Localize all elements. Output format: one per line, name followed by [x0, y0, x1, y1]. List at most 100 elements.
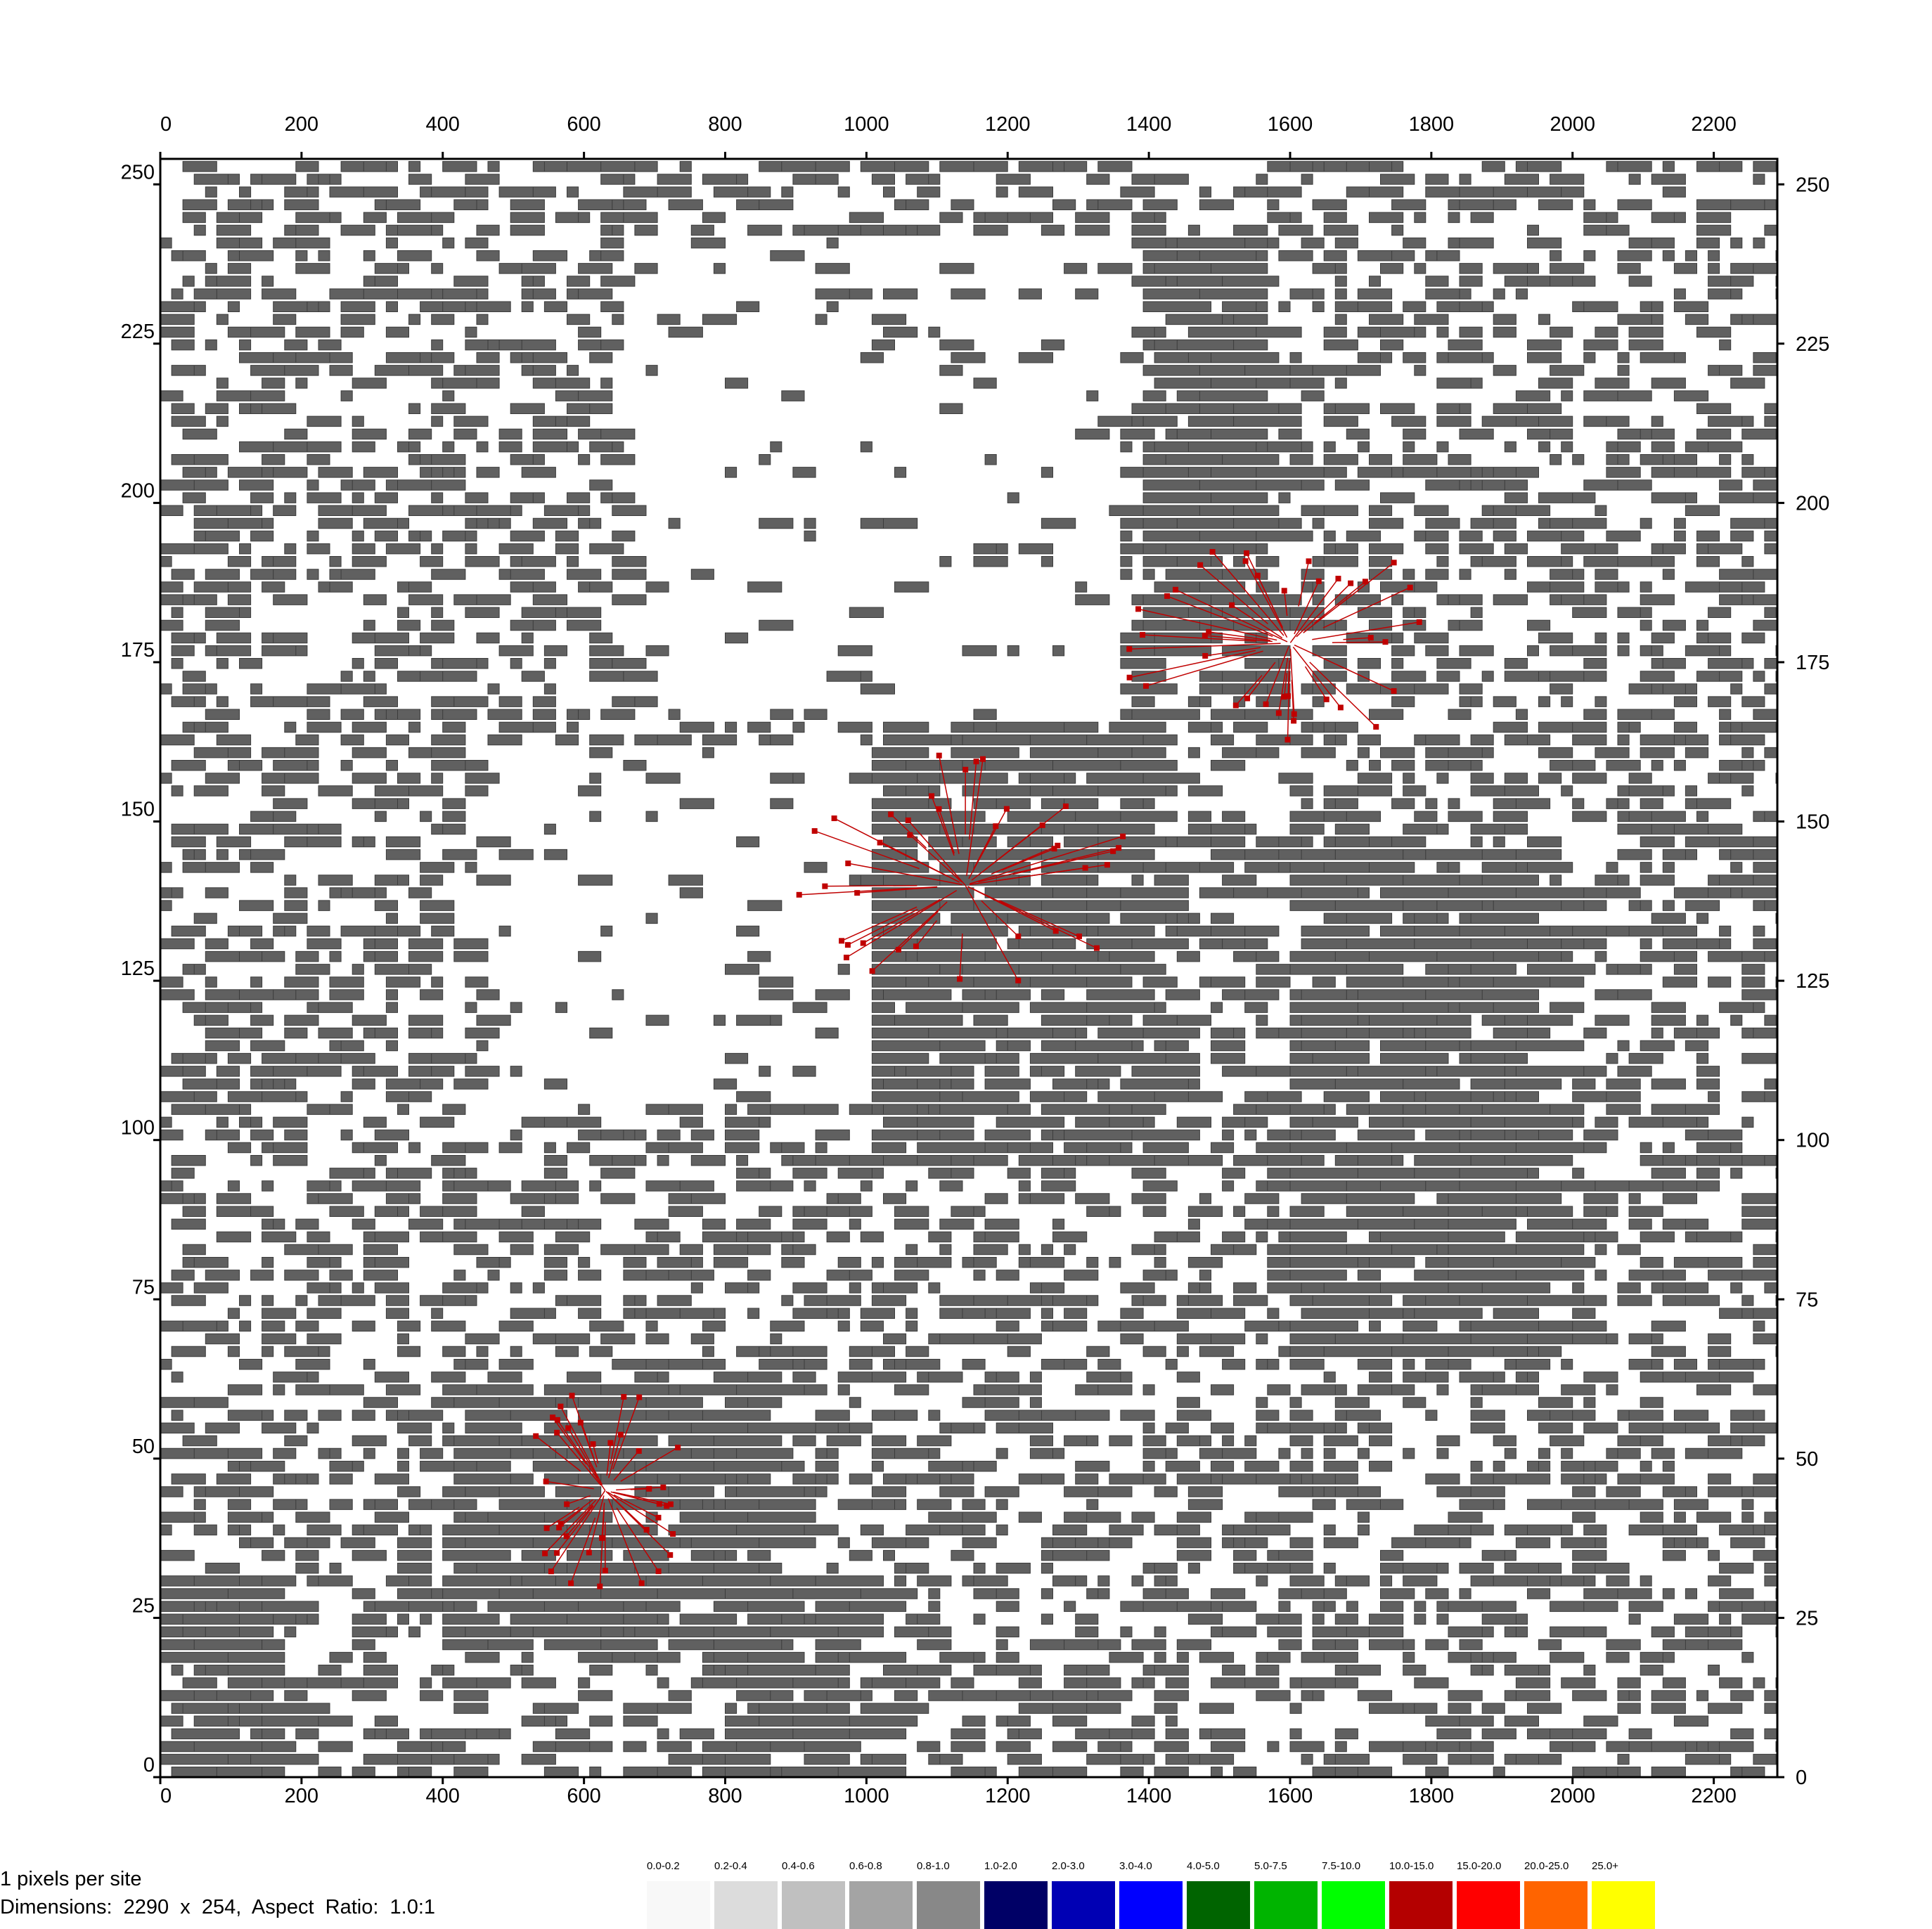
red-line-0 — [1291, 680, 1294, 721]
red-site-0 — [1254, 572, 1261, 579]
y-tick-label-right: 125 — [1796, 970, 1829, 993]
red-site-0 — [1407, 584, 1413, 591]
red-site-1 — [1015, 977, 1022, 983]
red-site-0 — [1281, 694, 1287, 700]
red-site-2 — [577, 1419, 584, 1426]
red-line-2 — [616, 1507, 659, 1572]
legend-label: 15.0-20.0 — [1457, 1860, 1502, 1872]
red-line-2 — [550, 1490, 606, 1572]
red-site-0 — [1362, 579, 1368, 585]
red-site-1 — [993, 823, 999, 830]
y-tick-label-right: 50 — [1796, 1448, 1818, 1471]
red-line-0 — [1343, 637, 1371, 640]
x-tick-label-top: 2200 — [1691, 113, 1737, 136]
red-line-2 — [566, 1504, 593, 1537]
red-line-1 — [973, 825, 996, 870]
red-line-1 — [1001, 848, 1055, 871]
legend-item: 7.5-10.0 — [1320, 1860, 1385, 1929]
red-site-2 — [554, 1429, 560, 1436]
red-site-1 — [957, 976, 963, 982]
red-line-1 — [991, 845, 1058, 875]
red-connection-lines — [533, 548, 1422, 1589]
legend-swatch — [1389, 1881, 1453, 1929]
red-site-2 — [675, 1445, 681, 1451]
red-line-0 — [1235, 675, 1263, 706]
red-site-0 — [1126, 646, 1133, 652]
legend-item: 0.6-0.8 — [848, 1860, 913, 1929]
red-site-0 — [1416, 619, 1422, 625]
red-line-2 — [613, 1450, 640, 1481]
red-site-2 — [569, 1393, 575, 1399]
red-line-0 — [1304, 666, 1327, 700]
x-tick-label-bottom: 200 — [285, 1785, 318, 1807]
red-line-2 — [546, 1480, 594, 1490]
legend-item: 20.0-25.0 — [1523, 1860, 1588, 1929]
red-line-0 — [1283, 673, 1288, 697]
red-line-1 — [968, 761, 977, 840]
red-site-1 — [907, 832, 913, 838]
red-site-0 — [1263, 701, 1269, 707]
red-line-1 — [978, 847, 1119, 883]
red-line-1 — [999, 900, 1080, 937]
legend-item: 4.0-5.0 — [1185, 1860, 1250, 1929]
legend-swatch — [1457, 1881, 1520, 1929]
red-line-1 — [931, 796, 955, 856]
red-line-0 — [1129, 650, 1256, 678]
legend-label: 0.6-0.8 — [849, 1860, 882, 1872]
red-site-0 — [1284, 737, 1291, 743]
red-line-0 — [1166, 595, 1273, 638]
red-site-0 — [1382, 639, 1389, 645]
legend-item: 0.0-0.2 — [645, 1860, 710, 1929]
red-site-0 — [1281, 588, 1287, 594]
legend-label: 2.0-3.0 — [1052, 1860, 1085, 1872]
red-site-0 — [1306, 558, 1312, 564]
x-tick-label-top: 800 — [708, 113, 742, 136]
red-site-1 — [839, 938, 845, 944]
red-site-2 — [548, 1568, 554, 1575]
legend-label: 0.0-0.2 — [647, 1860, 680, 1872]
red-line-2 — [580, 1422, 598, 1468]
x-tick-label-bottom: 1800 — [1409, 1785, 1455, 1807]
red-site-2 — [533, 1433, 539, 1439]
color-legend: 0.0-0.2 0.2-0.4 0.4-0.6 0.6-0.8 0.8-1.0 1.0-2… — [645, 1860, 1669, 1929]
red-site-2 — [643, 1527, 650, 1533]
red-site-1 — [913, 943, 919, 950]
x-tick-label-bottom: 800 — [708, 1785, 742, 1807]
legend-swatch — [1052, 1881, 1115, 1929]
legend-swatch — [782, 1881, 845, 1929]
red-site-2 — [543, 1478, 549, 1485]
red-line-0 — [1289, 578, 1339, 643]
red-site-2 — [599, 1535, 605, 1541]
red-site-0 — [1244, 695, 1251, 702]
red-line-0 — [1199, 564, 1268, 624]
red-line-0 — [1244, 560, 1288, 638]
red-line-1 — [848, 863, 963, 886]
legend-label: 4.0-5.0 — [1187, 1860, 1220, 1872]
axes: 0020020040040060060080080010001000120012… — [121, 113, 1830, 1807]
red-site-0 — [1164, 593, 1171, 599]
y-tick-label-right: 75 — [1796, 1289, 1818, 1311]
x-tick-label-top: 400 — [426, 113, 460, 136]
red-line-2 — [630, 1488, 650, 1490]
red-line-1 — [965, 885, 1019, 981]
red-line-0 — [1309, 662, 1377, 728]
y-tick-label-left: 75 — [132, 1276, 155, 1298]
legend-item: 5.0-7.5 — [1253, 1860, 1318, 1929]
red-line-0 — [1205, 647, 1261, 657]
x-tick-label-bottom: 1400 — [1126, 1785, 1172, 1807]
red-site-1 — [831, 815, 837, 822]
x-tick-label-top: 600 — [567, 113, 600, 136]
red-line-0 — [1247, 662, 1276, 699]
red-line-0 — [1294, 644, 1394, 692]
red-site-2 — [646, 1485, 652, 1492]
red-site-1 — [822, 883, 828, 889]
red-site-1 — [1003, 806, 1010, 812]
legend-item: 0.4-0.6 — [780, 1860, 845, 1929]
red-line-2 — [546, 1507, 580, 1529]
red-site-0 — [1348, 580, 1354, 586]
x-tick-label-top: 1800 — [1409, 113, 1455, 136]
red-site-0 — [1209, 548, 1216, 555]
red-site-1 — [1076, 933, 1083, 939]
legend-item: 3.0-4.0 — [1118, 1860, 1183, 1929]
red-site-0 — [1291, 718, 1297, 724]
